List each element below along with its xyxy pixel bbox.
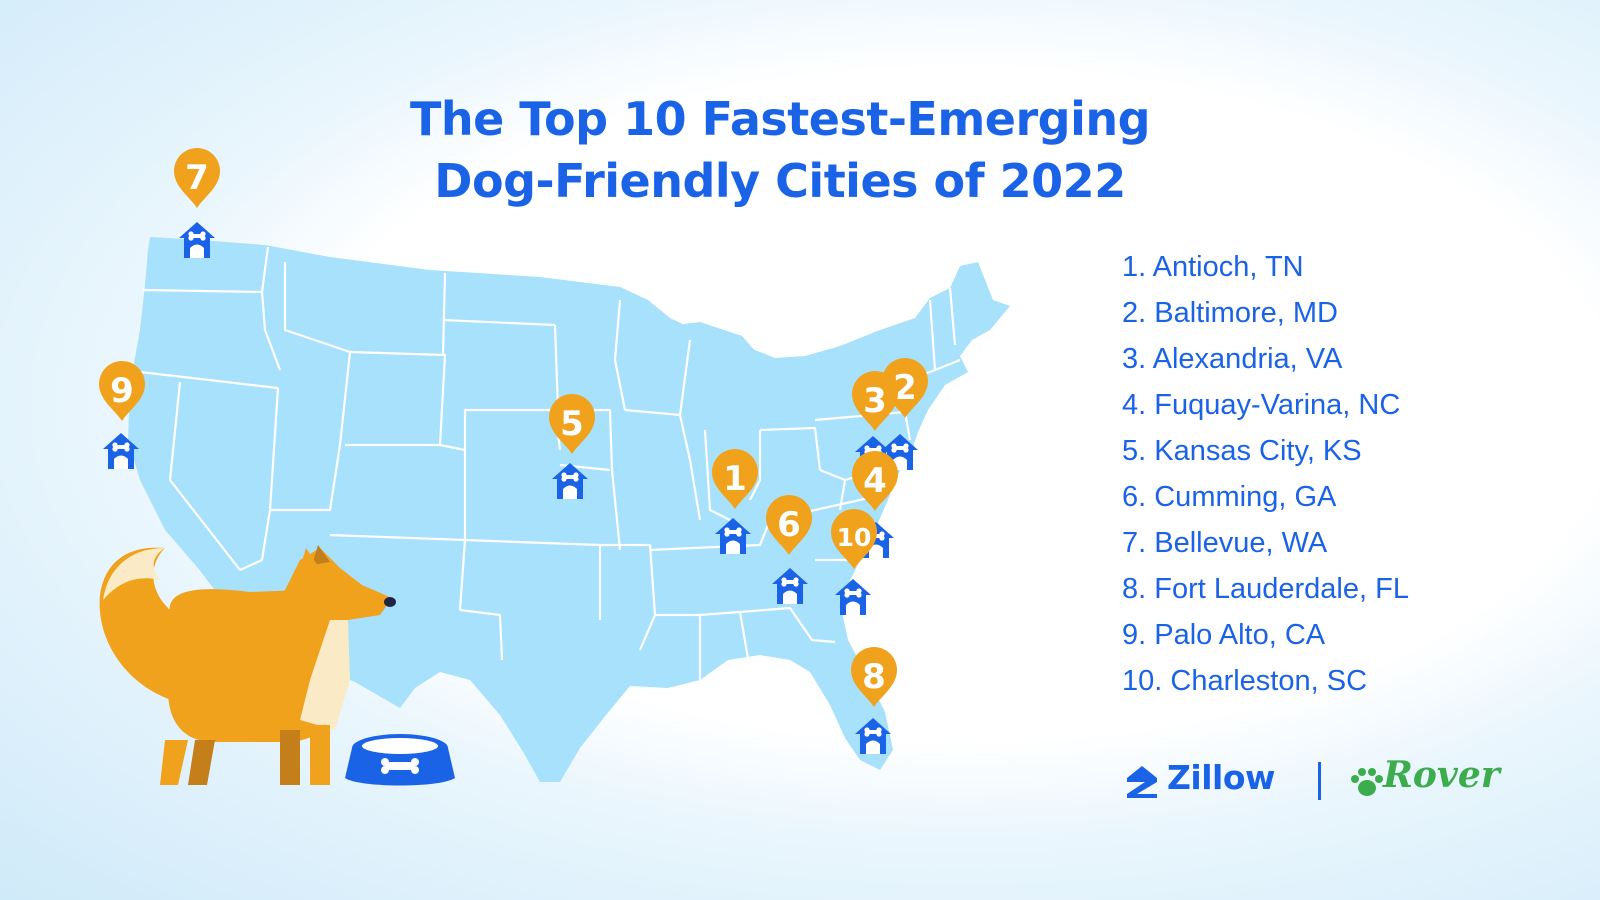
map-pin-4[interactable]: 4 — [852, 451, 898, 511]
map-pin-9[interactable]: 9 — [99, 361, 145, 421]
map-pin-2[interactable]: 2 — [882, 358, 928, 418]
map-pin-5[interactable]: 5 — [549, 394, 595, 454]
pin-number: 5 — [560, 404, 584, 444]
ranking-item: 2. Baltimore, MD — [1122, 297, 1338, 329]
map-pin-8[interactable]: 8 — [851, 647, 897, 707]
map-pin-10[interactable]: 10 — [831, 509, 877, 569]
pin-number: 2 — [893, 368, 917, 408]
zillow-logo: Zillow — [1167, 758, 1276, 797]
pin-number: 8 — [862, 657, 886, 697]
logo-divider — [1318, 762, 1321, 800]
title-line-1: The Top 10 Fastest-Emerging — [409, 92, 1151, 146]
map-pin-3[interactable]: 3 — [852, 371, 898, 431]
rover-logo: Rover — [1383, 754, 1500, 796]
map-pin-6[interactable]: 6 — [766, 495, 812, 555]
title-line-2: Dog-Friendly Cities of 2022 — [434, 154, 1126, 208]
page-title: The Top 10 Fastest-Emerging Dog-Friendly… — [230, 88, 1330, 212]
zillow-icon — [1127, 766, 1157, 798]
map-pin-7[interactable]: 7 — [174, 148, 220, 208]
upper-peninsula-outline — [650, 322, 756, 352]
pin-number: 6 — [777, 505, 801, 545]
ranking-item: 1. Antioch, TN — [1122, 251, 1304, 283]
partner-logos: Zillow Rover — [1125, 754, 1505, 808]
pin-number: 10 — [837, 523, 872, 552]
ranking-item: 9. Palo Alto, CA — [1122, 619, 1326, 651]
doghouse-icon[interactable] — [179, 222, 215, 258]
ranking-item: 5. Kansas City, KS — [1122, 435, 1362, 467]
pin-number: 1 — [723, 459, 747, 499]
ranking-item: 8. Fort Lauderdale, FL — [1122, 573, 1409, 605]
ranking-item: 7. Bellevue, WA — [1122, 527, 1328, 559]
map-pin-1[interactable]: 1 — [712, 449, 758, 509]
ranking-item: 10. Charleston, SC — [1122, 665, 1368, 697]
paw-icon — [1351, 768, 1383, 796]
michigan-outline — [722, 352, 770, 430]
rankings-list: 1. Antioch, TN 2. Baltimore, MD 3. Alexa… — [1122, 244, 1409, 704]
ranking-item: 3. Alexandria, VA — [1122, 343, 1343, 375]
pin-number: 9 — [110, 371, 134, 411]
ranking-item: 4. Fuquay-Varina, NC — [1122, 389, 1401, 421]
pin-number: 7 — [185, 158, 209, 198]
pins: 7 9 5 1 6 10 4 — [99, 148, 928, 707]
dog-bowl-icon — [345, 734, 455, 786]
pin-number: 3 — [863, 381, 887, 421]
fox-illustration — [99, 545, 396, 785]
ranking-item: 6. Cumming, GA — [1122, 481, 1337, 513]
pin-number: 4 — [863, 461, 887, 501]
